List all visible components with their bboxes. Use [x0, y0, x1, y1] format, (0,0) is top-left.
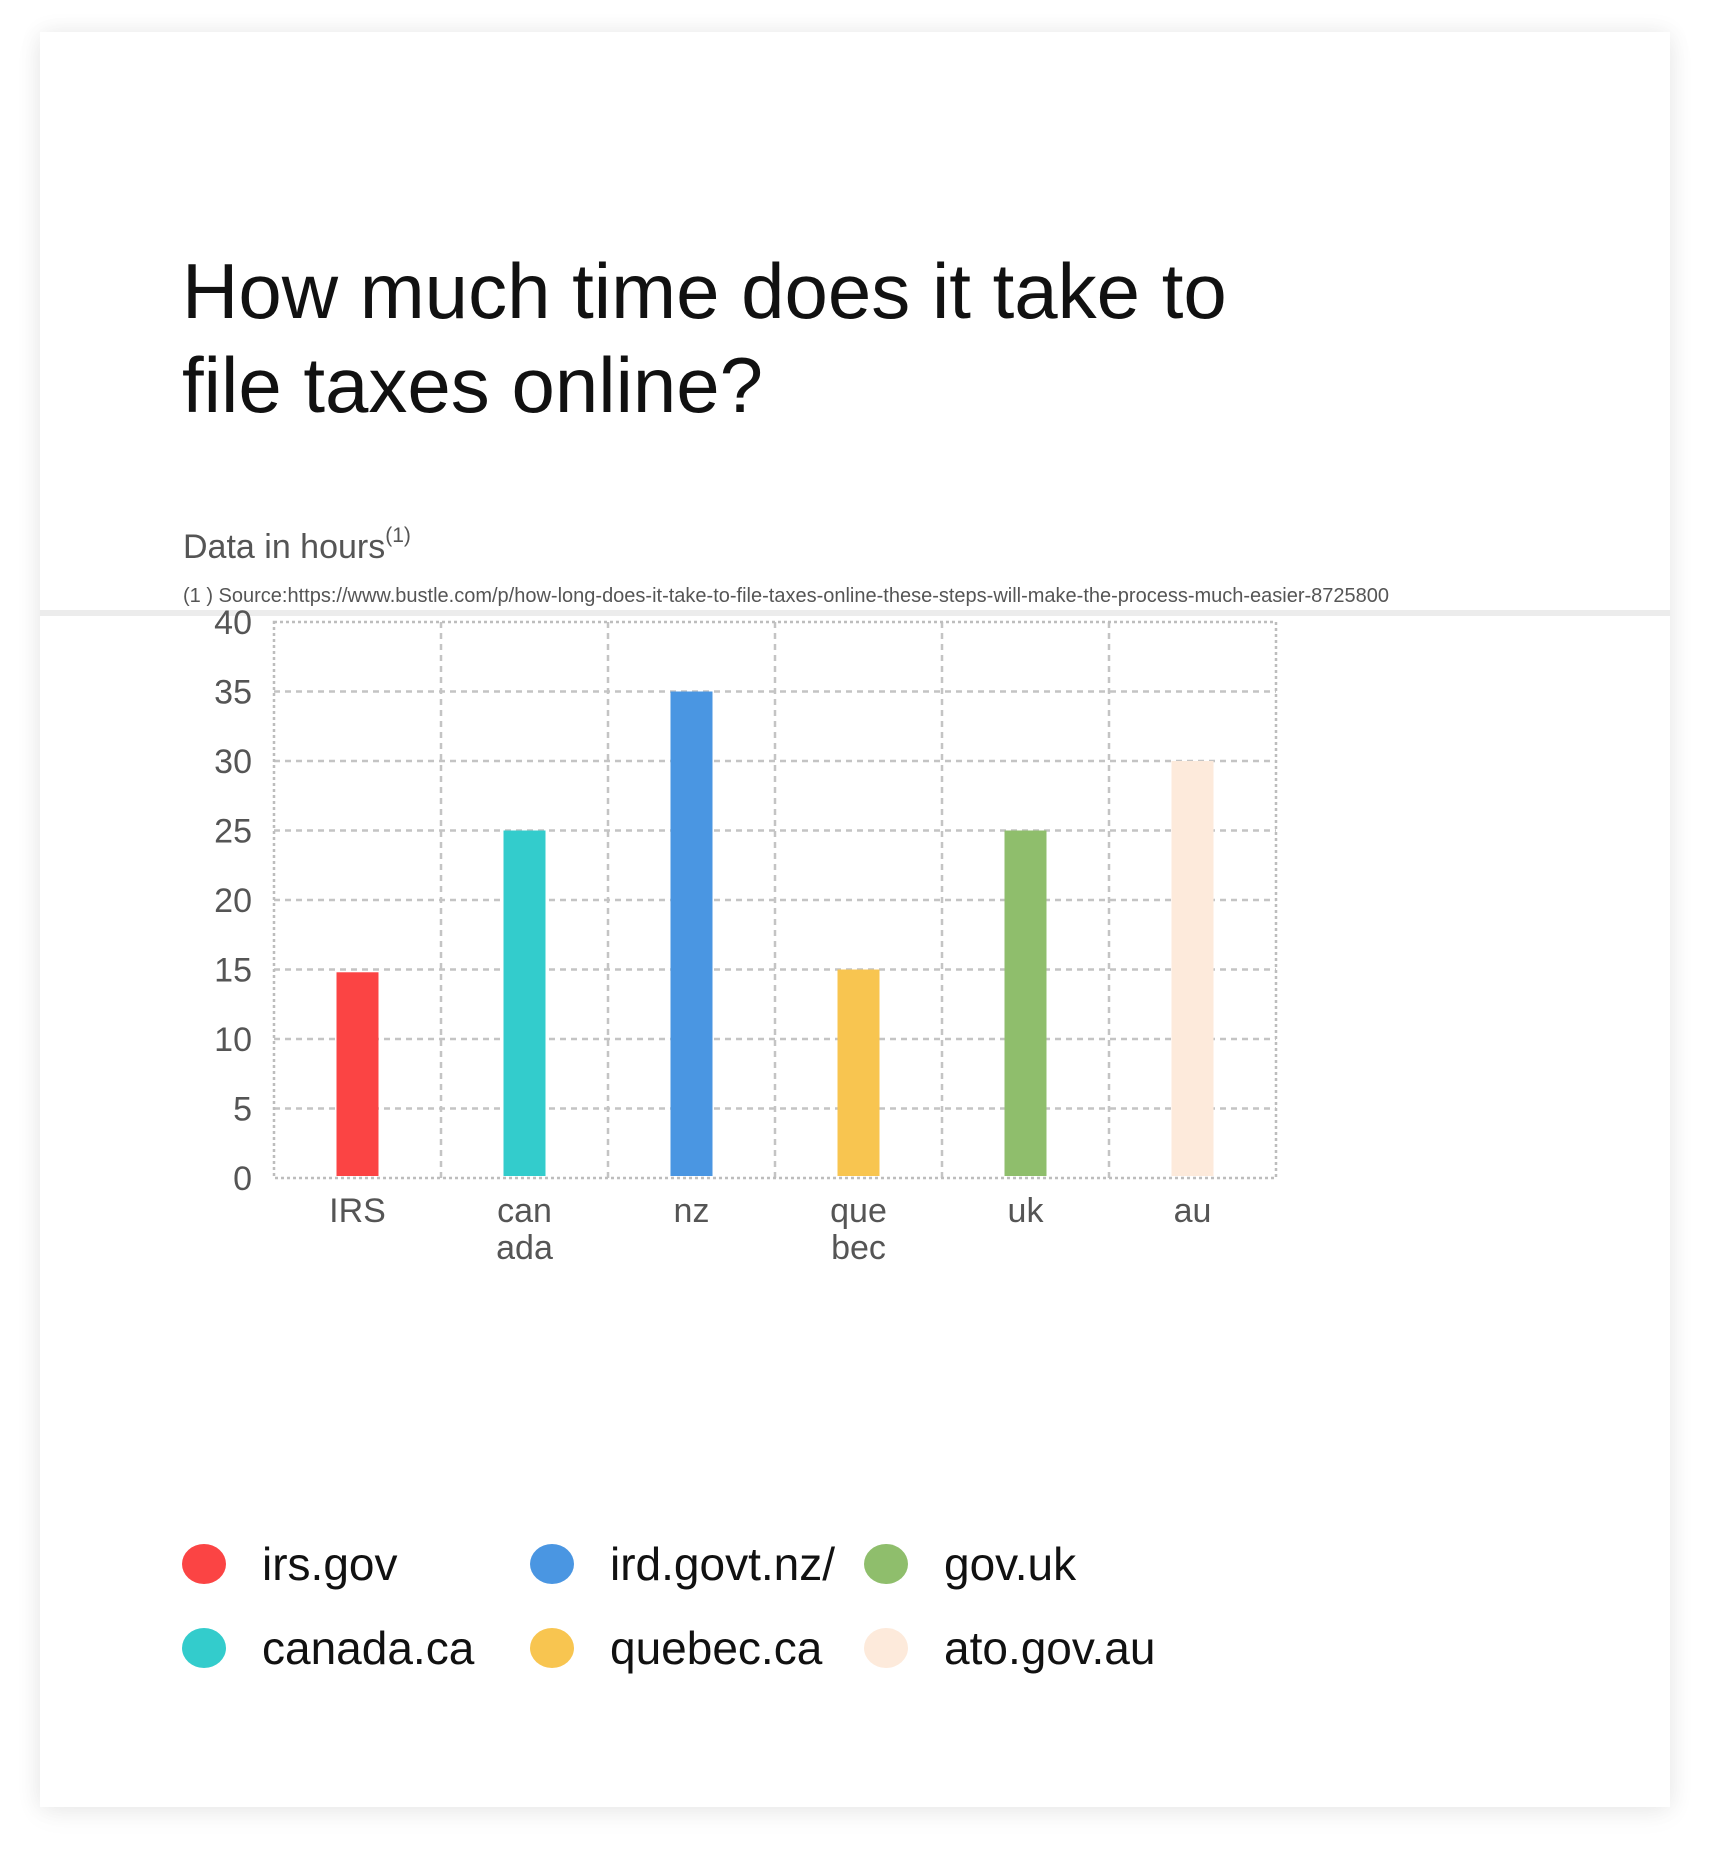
bar: [1171, 761, 1214, 1176]
legend-label: quebec.ca: [610, 1622, 823, 1674]
bar: [670, 691, 713, 1176]
chart-card: How much time does it take to file taxes…: [40, 32, 1670, 1807]
footnote-marker: (1): [385, 524, 411, 547]
legend-swatch: [530, 1544, 574, 1584]
source-note: (1 ) Source:https://www.bustle.com/p/how…: [183, 585, 1390, 607]
plot-frame: [272, 620, 1278, 1180]
subtitle-text: Data in hours: [183, 528, 386, 566]
chart-title: How much time does it take to file taxes…: [182, 247, 1227, 429]
x-tick-label: ada: [496, 1229, 553, 1267]
legend-label: ird.govt.nz/: [610, 1538, 835, 1590]
legend-label: canada.ca: [262, 1622, 475, 1674]
y-tick-label: 30: [214, 743, 252, 781]
x-tick-label: au: [1174, 1192, 1212, 1230]
bar: [503, 830, 546, 1176]
y-tick-label: 25: [214, 813, 252, 851]
legend-label: gov.uk: [944, 1538, 1077, 1590]
legend-item: ato.gov.au: [864, 1618, 1155, 1678]
y-tick-label: 20: [214, 882, 252, 920]
legend-label: ato.gov.au: [944, 1622, 1156, 1674]
chart-legend: irs.gov canada.ca ird.govt.nz/quebec.ca gov…: [182, 1534, 1382, 1734]
legend-swatch: [182, 1544, 226, 1584]
divider: [40, 610, 1670, 616]
legend-swatch: [864, 1628, 908, 1668]
x-tick-label: uk: [1008, 1192, 1045, 1230]
bar-chart: 0 5 10 15 20 25 30 35 40 IRS canada nz quebec uk au: [214, 604, 1278, 1267]
x-tick-label: IRS: [329, 1192, 386, 1230]
x-tick-label: nz: [674, 1192, 710, 1230]
y-tick-label: 0: [233, 1160, 252, 1198]
legend-swatch: [182, 1628, 226, 1668]
y-tick-label: 5: [233, 1091, 252, 1129]
legend-item: irs.gov: [182, 1534, 397, 1594]
x-tick-label: que: [830, 1192, 887, 1230]
y-tick-label: 10: [214, 1021, 252, 1059]
legend-item: gov.uk: [864, 1534, 1076, 1594]
x-tick-label: bec: [831, 1229, 886, 1267]
bar: [336, 972, 379, 1176]
y-tick-label: 35: [214, 674, 252, 712]
legend-swatch: [530, 1628, 574, 1668]
y-tick-label: 40: [214, 604, 252, 642]
chart-subtitle: Data in hours(1): [183, 524, 411, 567]
legend-label: irs.gov: [262, 1538, 398, 1590]
legend-swatch: [864, 1544, 908, 1584]
legend-item: quebec.ca: [530, 1618, 822, 1678]
legend-item: ird.govt.nz/: [530, 1534, 835, 1594]
bar: [837, 969, 880, 1176]
bar: [1004, 830, 1047, 1176]
legend-item: canada.ca: [182, 1618, 474, 1678]
y-tick-label: 15: [214, 952, 252, 990]
x-tick-label: can: [497, 1192, 552, 1230]
